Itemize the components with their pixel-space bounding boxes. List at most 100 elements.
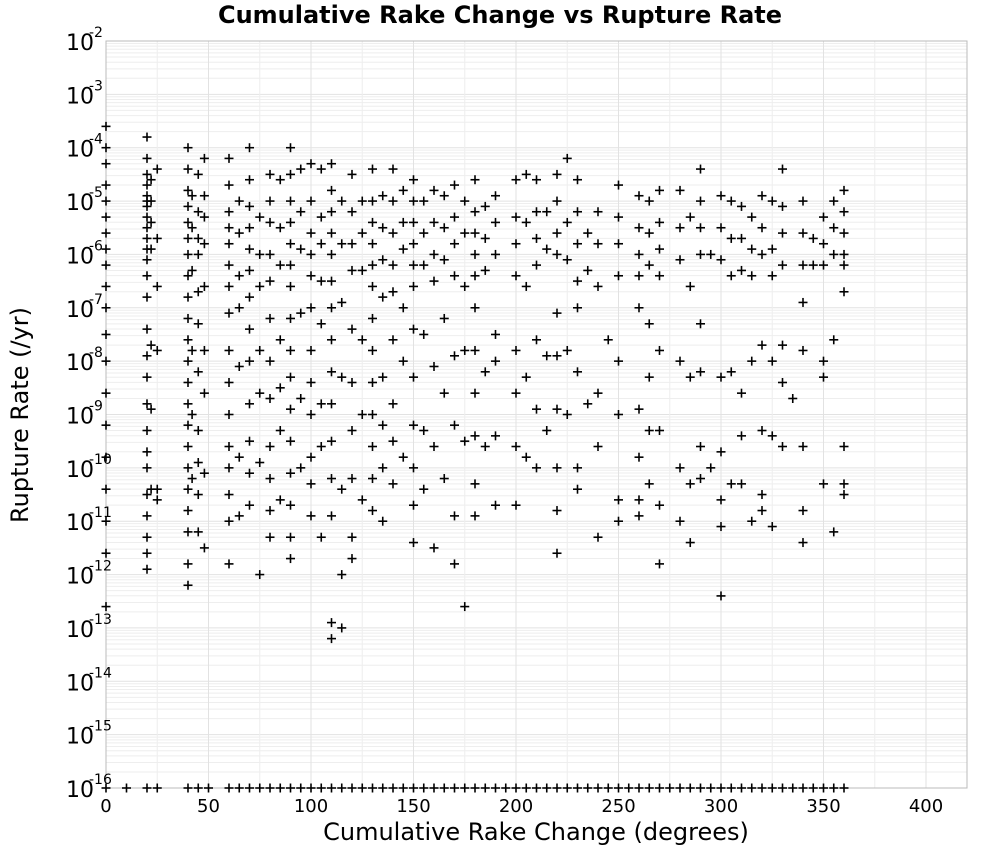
data-point [234, 271, 244, 281]
data-point [696, 196, 705, 206]
data-point [388, 335, 398, 345]
data-point [819, 356, 828, 366]
data-point [183, 249, 193, 259]
data-point [327, 249, 336, 259]
data-point [767, 244, 777, 254]
data-point [101, 228, 111, 238]
data-point [152, 164, 162, 174]
data-point [388, 399, 398, 409]
data-point [347, 532, 357, 542]
data-point [224, 180, 234, 190]
data-point [142, 372, 152, 382]
data-point [306, 196, 316, 206]
data-point [296, 207, 306, 217]
data-point [521, 783, 531, 793]
data-point [716, 372, 726, 382]
data-point [644, 372, 654, 382]
data-point [511, 388, 521, 398]
data-point [726, 233, 736, 243]
data-point [716, 223, 726, 233]
data-point [265, 356, 275, 366]
data-point [368, 442, 377, 452]
data-point [296, 393, 306, 403]
data-point [511, 271, 521, 281]
data-point [521, 217, 531, 227]
y-tick-label: 10 [66, 511, 94, 536]
data-point [685, 783, 695, 793]
y-tick-exponent: -6 [89, 238, 103, 254]
data-point [460, 196, 470, 206]
data-point [306, 249, 316, 259]
data-point [306, 479, 316, 489]
data-point [255, 570, 265, 580]
data-point [757, 783, 767, 793]
data-point [798, 228, 808, 238]
data-point [245, 223, 254, 233]
data-point [183, 463, 193, 473]
data-point [306, 783, 316, 793]
data-point [480, 233, 490, 243]
data-point [199, 153, 209, 163]
y-tick-exponent: -3 [89, 78, 103, 94]
data-point [183, 201, 193, 211]
data-point [101, 783, 111, 793]
data-point [767, 431, 777, 441]
data-point [685, 212, 695, 222]
x-tick-label: 100 [294, 796, 328, 817]
y-tick-label: 10 [66, 138, 94, 163]
data-point [521, 281, 531, 291]
data-point [378, 516, 388, 526]
data-point [409, 372, 418, 382]
data-point [839, 228, 849, 238]
data-point [337, 783, 347, 793]
data-point [685, 538, 695, 548]
data-point [224, 239, 234, 249]
data-point [286, 196, 295, 206]
data-point [450, 783, 459, 793]
data-point [829, 223, 839, 233]
data-point [511, 212, 521, 222]
data-point [306, 410, 316, 419]
y-tick-exponent: -13 [89, 612, 112, 628]
data-point [532, 335, 541, 345]
data-point [142, 223, 152, 233]
data-point [593, 388, 603, 398]
data-point [306, 377, 316, 387]
data-point [655, 217, 664, 227]
data-point [419, 426, 429, 436]
data-point [398, 217, 408, 227]
data-point [224, 783, 234, 793]
data-point [142, 426, 152, 436]
data-point [388, 196, 398, 206]
data-point [583, 228, 593, 238]
data-point [624, 783, 634, 793]
data-point [327, 159, 336, 169]
data-point [193, 287, 203, 297]
data-point [183, 271, 193, 281]
data-point [562, 783, 572, 793]
data-point [675, 356, 685, 366]
data-point [685, 372, 695, 382]
data-point [429, 217, 439, 227]
data-point [327, 436, 336, 446]
data-point [634, 191, 644, 201]
y-tick-label: 10 [66, 351, 94, 376]
data-point [378, 191, 388, 201]
y-tick-exponent: -14 [89, 665, 112, 681]
data-point [655, 271, 664, 281]
data-point [306, 228, 316, 238]
data-point [675, 516, 685, 526]
data-point [347, 239, 357, 249]
data-point [675, 463, 685, 473]
data-point [675, 783, 685, 793]
data-point [757, 506, 767, 516]
data-point [316, 783, 326, 793]
data-point [470, 249, 480, 259]
data-point [634, 511, 644, 521]
data-point [429, 783, 439, 793]
chart-title: Cumulative Rake Change vs Rupture Rate [218, 1, 782, 29]
data-point [255, 388, 265, 398]
y-tick-exponent: -11 [89, 505, 112, 521]
data-point [685, 479, 695, 489]
data-point [419, 228, 429, 238]
